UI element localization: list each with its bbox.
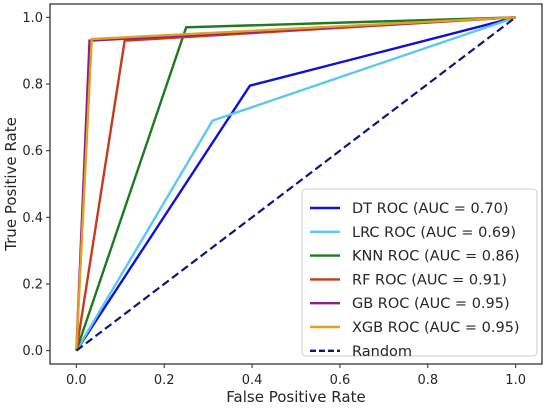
series-line-2 bbox=[75, 16, 516, 352]
x-tick-label: 0.2 bbox=[154, 373, 175, 388]
y-tick-label: 0.6 bbox=[22, 144, 43, 159]
legend-label-3: RF ROC (AUC = 0.91) bbox=[352, 272, 507, 288]
legend-box bbox=[301, 188, 538, 357]
legend-label-0: DT ROC (AUC = 0.70) bbox=[352, 201, 508, 217]
y-tick-label: 0.0 bbox=[22, 344, 43, 359]
series-line-5 bbox=[75, 16, 516, 351]
y-tick-label: 1.0 bbox=[22, 11, 43, 26]
x-axis-label: False Positive Rate bbox=[226, 388, 365, 406]
series-layer bbox=[75, 16, 517, 352]
legend-label-2: KNN ROC (AUC = 0.86) bbox=[352, 249, 520, 265]
tick-layer: 0.0 0.2 0.4 0.6 0.8 1.0 0.0 0.2 0.4 0.6 0.8 1.0 bbox=[22, 11, 526, 388]
y-tick-label: 0.4 bbox=[22, 211, 43, 226]
y-tick-label: 0.2 bbox=[22, 278, 43, 293]
x-tick-label: 0.8 bbox=[417, 373, 438, 388]
plot-frame bbox=[49, 3, 543, 365]
y-tick-label: 0.8 bbox=[22, 78, 43, 93]
x-tick-label: 0.4 bbox=[242, 373, 263, 388]
legend-label-5: XGB ROC (AUC = 0.95) bbox=[352, 320, 520, 336]
x-tick-label: 1.0 bbox=[505, 373, 526, 388]
x-tick-label: 0.0 bbox=[66, 373, 87, 388]
legend-label-1: LRC ROC (AUC = 0.69) bbox=[352, 225, 516, 241]
series-line-0 bbox=[75, 16, 516, 352]
x-tick-label: 0.6 bbox=[330, 373, 351, 388]
legend-label-6: Random bbox=[352, 344, 412, 360]
series-line-1 bbox=[75, 16, 517, 352]
series-line-6 bbox=[75, 16, 517, 352]
legend-label-4: GB ROC (AUC = 0.95) bbox=[352, 296, 510, 312]
legend: DT ROC (AUC = 0.70) LRC ROC (AUC = 0.69) K… bbox=[301, 188, 538, 360]
y-axis-label: True Positive Rate bbox=[2, 117, 20, 252]
